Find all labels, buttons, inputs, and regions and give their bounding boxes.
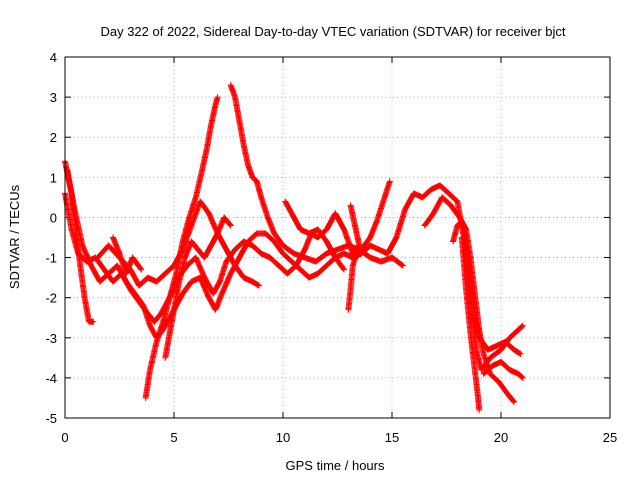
y-tick-label: -3: [45, 331, 57, 346]
series-s12: [450, 218, 524, 357]
data-point: [214, 94, 221, 101]
x-tick-label: 5: [170, 430, 177, 445]
data-point: [510, 398, 517, 405]
data-point: [519, 374, 526, 381]
x-tick-label: 10: [276, 430, 290, 445]
y-tick-label: -1: [45, 251, 57, 266]
y-tick-label: 1: [50, 170, 57, 185]
x-axis-label: GPS time / hours: [286, 458, 385, 473]
y-tick-label: -4: [45, 371, 57, 386]
data-point: [399, 261, 406, 268]
data-point: [340, 265, 347, 272]
data-point: [516, 350, 523, 357]
data-point: [519, 322, 526, 329]
x-tick-label: 15: [385, 430, 399, 445]
y-tick-label: 3: [50, 90, 57, 105]
series-s7: [162, 214, 234, 361]
data-point: [227, 222, 234, 229]
data-point: [227, 221, 234, 228]
series-s8: [345, 202, 363, 313]
data-points: [62, 82, 526, 413]
series-s14: [282, 198, 348, 273]
series-s10: [458, 234, 483, 413]
y-axis-label: SDTVAR / TECUs: [7, 184, 22, 289]
series-s11: [480, 358, 526, 381]
data-point: [518, 324, 525, 331]
data-point: [386, 178, 393, 185]
data-point: [137, 265, 144, 272]
grid: [65, 57, 610, 418]
data-point: [476, 406, 483, 413]
x-tick-label: 25: [603, 430, 617, 445]
y-tick-label: -5: [45, 411, 57, 426]
data-point: [511, 398, 518, 405]
data-point: [90, 318, 97, 325]
x-tick-label: 20: [494, 430, 508, 445]
data-point: [399, 262, 406, 269]
y-tick-label: 4: [50, 50, 57, 65]
data-point: [345, 306, 352, 313]
plot-frame: [64, 56, 611, 419]
series-s5: [142, 94, 221, 401]
data-point: [138, 266, 145, 273]
data-point: [519, 374, 526, 381]
data-point: [518, 373, 525, 380]
data-point: [255, 282, 262, 289]
data-point: [519, 323, 526, 330]
series-s13: [109, 234, 145, 277]
y-tick-label: 0: [50, 210, 57, 225]
x-tick-label: 0: [61, 430, 68, 445]
y-tick-label: -2: [45, 291, 57, 306]
data-point: [517, 350, 524, 357]
data-point: [341, 266, 348, 273]
data-point: [256, 282, 263, 289]
series-s6: [227, 82, 406, 269]
y-tick-label: 2: [50, 130, 57, 145]
chart-title: Day 322 of 2022, Sidereal Day-to-day VTE…: [100, 24, 565, 39]
